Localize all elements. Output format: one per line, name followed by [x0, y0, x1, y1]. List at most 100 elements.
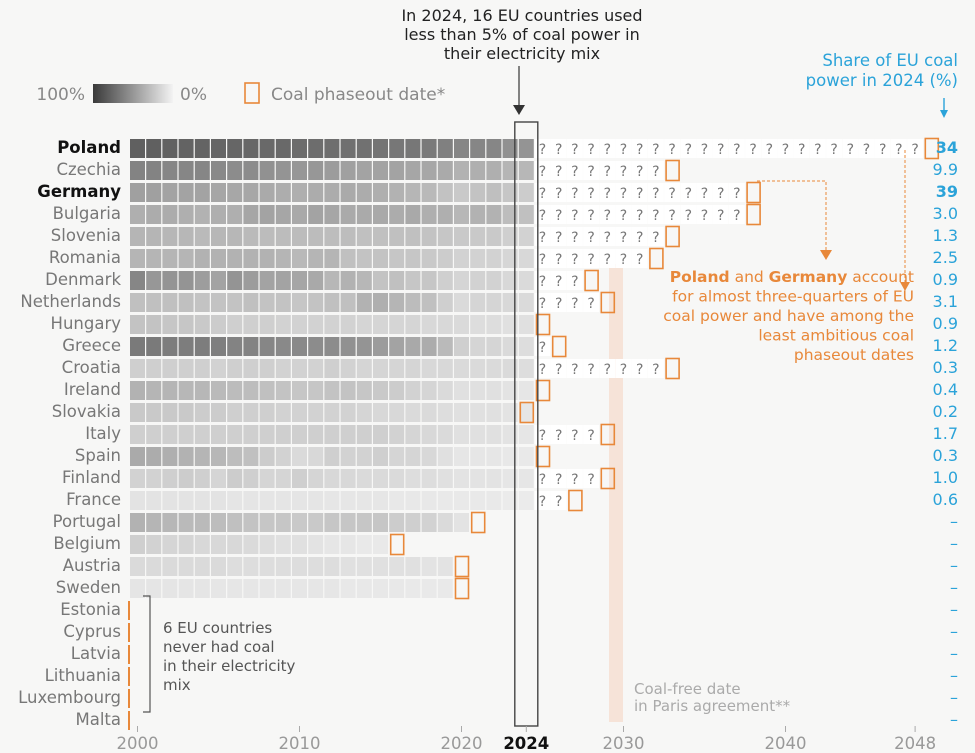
heat-cell [389, 579, 405, 598]
heat-cell [178, 161, 194, 180]
future-cell [631, 205, 648, 224]
heat-cell [130, 161, 145, 180]
heat-cell [194, 359, 210, 378]
heat-cell [227, 315, 243, 334]
heat-cell [405, 161, 421, 180]
future-cell-mark: ? [587, 472, 594, 488]
heat-cell [421, 315, 437, 334]
heat-cell [454, 227, 469, 246]
callout-connector-germany [757, 180, 827, 254]
heat-cell [211, 271, 226, 290]
heat-cell [211, 161, 226, 180]
phaseout-marker-germany [746, 181, 761, 204]
heat-cell [194, 579, 210, 598]
future-cell-mark: ? [555, 252, 562, 268]
future-cell-mark: ? [555, 428, 562, 444]
future-cell-mark: ? [733, 142, 740, 158]
future-cell-mark: ? [604, 186, 611, 202]
future-cell [566, 271, 583, 290]
heat-cell [437, 227, 453, 246]
future-cell [566, 293, 583, 312]
phaseout-marker-czechia [665, 159, 680, 182]
heat-cell [356, 249, 372, 268]
heat-cell [518, 139, 534, 158]
future-cell [647, 205, 664, 224]
future-cell-mark: ? [830, 142, 837, 158]
country-label-croatia: Croatia [62, 358, 121, 377]
future-cell [680, 205, 697, 224]
heat-cell [243, 403, 259, 422]
heat-cell [292, 183, 307, 202]
heat-cell [340, 161, 356, 180]
x-tick-2040: 2040 [765, 734, 807, 753]
future-cell [696, 139, 713, 158]
heat-cell [518, 205, 534, 224]
future-cell-mark: ? [587, 164, 594, 180]
future-cell [615, 205, 632, 224]
heat-cell [324, 535, 340, 554]
heat-cell [292, 579, 307, 598]
callout-segment: coal power and have among the [663, 307, 914, 325]
heat-cell [178, 337, 194, 356]
callout-line: Poland and Germany account [670, 268, 914, 286]
future-cell [583, 293, 600, 312]
heat-cell [389, 557, 405, 576]
heat-cell [211, 513, 226, 532]
country-label-hungary: Hungary [51, 314, 122, 333]
future-cell-mark: ? [733, 208, 740, 224]
heat-cell [373, 579, 388, 598]
country-label-poland: Poland [57, 138, 121, 157]
paris-note-line: in Paris agreement** [634, 697, 791, 715]
future-cell [728, 183, 745, 202]
future-cell [583, 249, 600, 268]
heat-cell [243, 315, 259, 334]
future-cell-mark: ? [571, 208, 578, 224]
heat-cell [211, 425, 226, 444]
future-cell [696, 205, 713, 224]
future-cell [712, 139, 729, 158]
legend-phaseout-icon [244, 82, 260, 104]
heat-cell [130, 227, 145, 246]
heat-cell [292, 315, 307, 334]
heat-cell [308, 139, 324, 158]
future-cell [793, 139, 810, 158]
heat-cell [243, 469, 259, 488]
heat-cell [259, 249, 275, 268]
heat-cell [486, 469, 502, 488]
heat-cell [292, 293, 307, 312]
heat-cell [437, 403, 453, 422]
phaseout-marker-finland [600, 467, 616, 490]
heat-cell [194, 557, 210, 576]
future-cell [631, 249, 648, 268]
heat-cell [162, 359, 178, 378]
country-label-slovenia: Slovenia [51, 226, 121, 245]
heat-cell [486, 271, 502, 290]
heat-cell [470, 359, 486, 378]
heat-cell [146, 469, 162, 488]
heat-cell [502, 139, 518, 158]
heat-cell [162, 337, 178, 356]
heat-cell [227, 139, 243, 158]
heat-cell [292, 469, 307, 488]
future-cell-mark: ? [587, 230, 594, 246]
heat-cell [243, 249, 259, 268]
future-cell [842, 139, 859, 158]
future-cell [534, 425, 551, 444]
heat-cell [324, 337, 340, 356]
heat-cell [437, 139, 453, 158]
heat-cell [211, 381, 226, 400]
callout-segment: Germany [769, 268, 848, 286]
future-cell-mark: ? [571, 186, 578, 202]
future-cell-mark: ? [620, 230, 627, 246]
heat-cell [437, 447, 453, 466]
heat-cell [243, 491, 259, 510]
future-cell [680, 183, 697, 202]
future-cell [534, 271, 551, 290]
heat-cell [194, 249, 210, 268]
heat-cell [356, 161, 372, 180]
legend-min-label: 0% [180, 85, 207, 105]
heat-cell [162, 403, 178, 422]
heat-cell [437, 513, 453, 532]
heat-cell [211, 359, 226, 378]
heat-cell [454, 183, 469, 202]
